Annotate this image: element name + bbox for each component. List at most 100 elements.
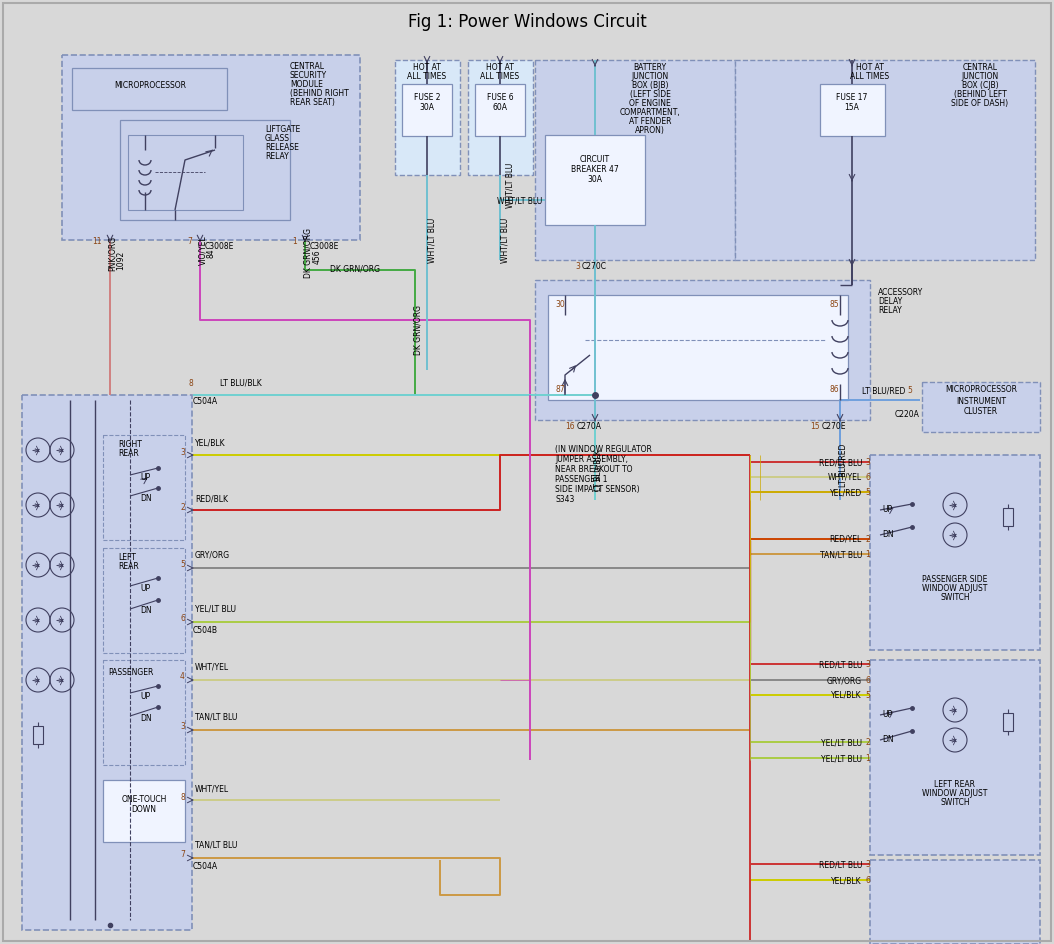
Text: WINDOW ADJUST: WINDOW ADJUST [922, 789, 988, 798]
Text: 6: 6 [865, 876, 870, 885]
Text: UP: UP [140, 692, 150, 701]
Text: 11: 11 [93, 237, 102, 246]
Text: 3: 3 [865, 458, 870, 467]
Bar [22, 395, 192, 930]
Text: RED/LT BLU: RED/LT BLU [819, 860, 862, 869]
Text: DN: DN [882, 530, 894, 539]
Text: DN: DN [140, 714, 152, 723]
Text: LT BLU/RED: LT BLU/RED [862, 386, 905, 395]
Bar [535, 60, 735, 260]
Text: LT BLU/RED: LT BLU/RED [839, 444, 847, 487]
Text: 1: 1 [292, 237, 297, 246]
Text: WHT/LT BLU: WHT/LT BLU [501, 217, 509, 262]
Text: ALL TIMES: ALL TIMES [408, 72, 447, 81]
Text: 5: 5 [907, 386, 912, 395]
Text: 3: 3 [865, 860, 870, 869]
Bar [120, 120, 290, 220]
Text: 15A: 15A [844, 104, 859, 112]
Text: PASSENGER 1: PASSENGER 1 [555, 475, 607, 484]
Text: 3: 3 [180, 448, 186, 457]
Text: BOX (CJB): BOX (CJB) [961, 81, 998, 90]
Text: 6: 6 [865, 473, 870, 482]
Text: 6: 6 [180, 614, 186, 623]
Text: GRY/ORG: GRY/ORG [827, 676, 862, 685]
Text: 8: 8 [180, 793, 186, 802]
Text: RED/BLK: RED/BLK [195, 494, 228, 503]
Text: SWITCH: SWITCH [940, 798, 970, 807]
Text: 6: 6 [865, 676, 870, 685]
Bar [922, 382, 1040, 432]
Bar [103, 660, 186, 765]
Text: 30A: 30A [587, 176, 603, 184]
Text: OF ENGINE: OF ENGINE [629, 99, 671, 108]
Text: TAN/LT BLU: TAN/LT BLU [195, 713, 237, 722]
Text: BOX (BJB): BOX (BJB) [631, 81, 668, 90]
Text: C504B: C504B [193, 626, 218, 635]
Text: SWITCH: SWITCH [940, 593, 970, 602]
Text: ALL TIMES: ALL TIMES [481, 72, 520, 81]
Text: DN: DN [140, 606, 152, 615]
Bar [103, 548, 186, 653]
Text: SIDE OF DASH): SIDE OF DASH) [952, 99, 1009, 108]
Text: WHT/LT BLU: WHT/LT BLU [428, 217, 436, 262]
Text: LT BLU/BLK: LT BLU/BLK [220, 379, 261, 388]
Text: RELAY: RELAY [265, 152, 289, 161]
Text: 5: 5 [180, 560, 186, 569]
Bar [468, 60, 533, 175]
Text: LEFT: LEFT [118, 553, 136, 562]
Text: PNK/ORG: PNK/ORG [108, 235, 117, 271]
Text: PASSENGER SIDE: PASSENGER SIDE [922, 575, 988, 584]
Text: 7: 7 [188, 237, 192, 246]
Text: HOT AT: HOT AT [413, 63, 441, 72]
Text: WHT/LT BLU: WHT/LT BLU [506, 162, 514, 208]
Text: ACCESSORY: ACCESSORY [878, 288, 923, 297]
Text: (BEHIND RIGHT: (BEHIND RIGHT [290, 89, 349, 98]
Text: C504A: C504A [193, 862, 218, 871]
Text: 3: 3 [575, 262, 580, 271]
Text: 1: 1 [865, 754, 870, 763]
Text: C3008E: C3008E [204, 242, 234, 251]
Text: 85: 85 [829, 300, 840, 309]
Text: 456: 456 [312, 249, 321, 264]
Bar [820, 84, 885, 136]
Text: CIRCUIT: CIRCUIT [580, 156, 610, 164]
Text: 30A: 30A [419, 104, 434, 112]
Text: (IN WINDOW REGULATOR: (IN WINDOW REGULATOR [555, 445, 651, 454]
Text: DOWN: DOWN [132, 805, 156, 815]
Text: C270A: C270A [577, 422, 602, 431]
Text: WINDOW ADJUST: WINDOW ADJUST [922, 584, 988, 593]
Text: 84: 84 [207, 248, 215, 258]
Text: NEAR BREAKOUT TO: NEAR BREAKOUT TO [555, 465, 632, 474]
Text: YEL/LT BLU: YEL/LT BLU [821, 738, 862, 747]
Text: 60A: 60A [492, 104, 507, 112]
Text: REAR: REAR [118, 562, 139, 571]
Bar [870, 455, 1040, 650]
Text: LEFT REAR: LEFT REAR [935, 780, 976, 789]
Bar [870, 860, 1040, 944]
Text: BREAKER 47: BREAKER 47 [571, 165, 619, 175]
Text: WHT/YEL: WHT/YEL [827, 473, 862, 482]
Text: DELAY: DELAY [878, 297, 902, 306]
Text: SIDE IMPACT SENSOR): SIDE IMPACT SENSOR) [555, 485, 640, 494]
Text: WHT/LT BLU: WHT/LT BLU [497, 196, 543, 205]
Text: C220A: C220A [895, 410, 920, 419]
Text: YEL/LT BLU: YEL/LT BLU [195, 605, 236, 614]
Text: FUSE 17: FUSE 17 [836, 93, 867, 103]
Text: RIGHT: RIGHT [118, 440, 142, 449]
Text: YEL/RED: YEL/RED [829, 488, 862, 497]
Text: 1092: 1092 [117, 250, 125, 270]
Text: HOT AT: HOT AT [486, 63, 514, 72]
Bar [395, 60, 460, 175]
Text: RED/LT BLU: RED/LT BLU [819, 660, 862, 669]
Text: UP: UP [140, 584, 150, 593]
Bar [870, 660, 1040, 855]
Text: 3: 3 [865, 660, 870, 669]
Text: DK GRN/ORG: DK GRN/ORG [330, 264, 380, 273]
Text: DK GRN/ORG: DK GRN/ORG [413, 305, 423, 355]
Bar [402, 84, 452, 136]
Text: Fig 1: Power Windows Circuit: Fig 1: Power Windows Circuit [408, 13, 646, 31]
Text: DN: DN [140, 494, 152, 503]
Bar [72, 68, 227, 110]
Text: MICROPROCESSOR: MICROPROCESSOR [114, 81, 186, 91]
Text: REAR SEAT): REAR SEAT) [290, 98, 335, 107]
